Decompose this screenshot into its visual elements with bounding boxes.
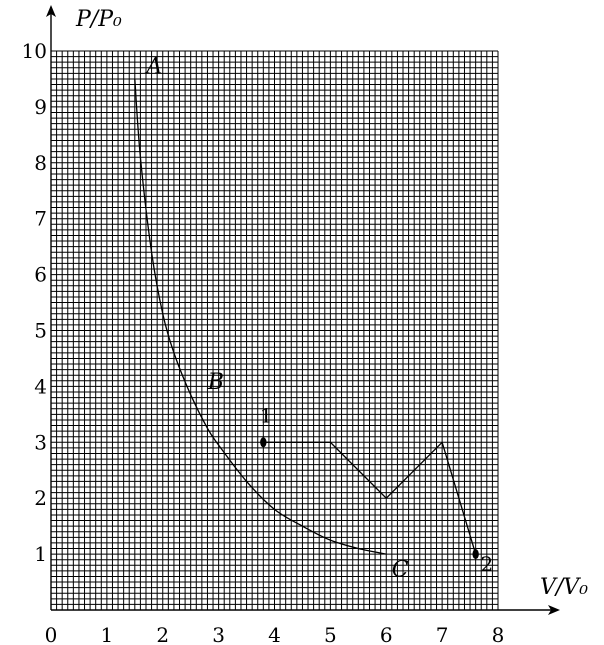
y-tick-label: 5 xyxy=(34,319,47,343)
y-axis-arrow xyxy=(46,5,56,17)
y-tick-label: 8 xyxy=(34,151,47,175)
x-tick-label: 5 xyxy=(324,623,337,645)
y-tick-label: 6 xyxy=(34,263,47,287)
y-tick-label: 3 xyxy=(34,430,47,454)
marks-layer: A B C 1 2 xyxy=(144,54,493,582)
x-axis-arrow xyxy=(548,605,560,615)
x-tick-label: 8 xyxy=(492,623,505,645)
point-label-b: B xyxy=(207,370,224,395)
x-tick-label: 4 xyxy=(268,623,281,645)
grid xyxy=(50,50,499,611)
x-tick-label: 1 xyxy=(101,623,114,645)
y-axis-label: P/P₀ xyxy=(75,7,122,32)
x-axis-label: V/V₀ xyxy=(540,575,588,600)
process-path-1-2 xyxy=(263,441,477,555)
point-label-2: 2 xyxy=(480,552,493,576)
tick-labels: 0 1 2 3 4 5 6 7 8 1 2 3 4 5 6 7 8 9 10 xyxy=(22,39,505,645)
point-label-1: 1 xyxy=(260,404,273,428)
y-tick-label: 1 xyxy=(34,542,47,566)
point-label-c: C xyxy=(392,557,409,582)
point-label-a: A xyxy=(144,54,162,79)
y-tick-label: 4 xyxy=(34,374,47,398)
x-tick-label: 3 xyxy=(212,623,225,645)
curve-abc xyxy=(134,78,387,555)
series-layer xyxy=(134,78,477,555)
y-tick-label: 9 xyxy=(34,95,47,119)
y-tick-label: 7 xyxy=(34,207,47,231)
y-tick-label: 10 xyxy=(22,39,47,63)
axes xyxy=(46,5,560,615)
y-tick-label: 2 xyxy=(34,486,47,510)
state-point-1 xyxy=(260,437,267,448)
grid-lines xyxy=(50,50,499,611)
state-point-2 xyxy=(472,549,479,560)
x-tick-label: 2 xyxy=(156,623,169,645)
x-tick-label: 6 xyxy=(380,623,393,645)
x-tick-label: 7 xyxy=(436,623,449,645)
x-tick-label: 0 xyxy=(45,623,58,645)
